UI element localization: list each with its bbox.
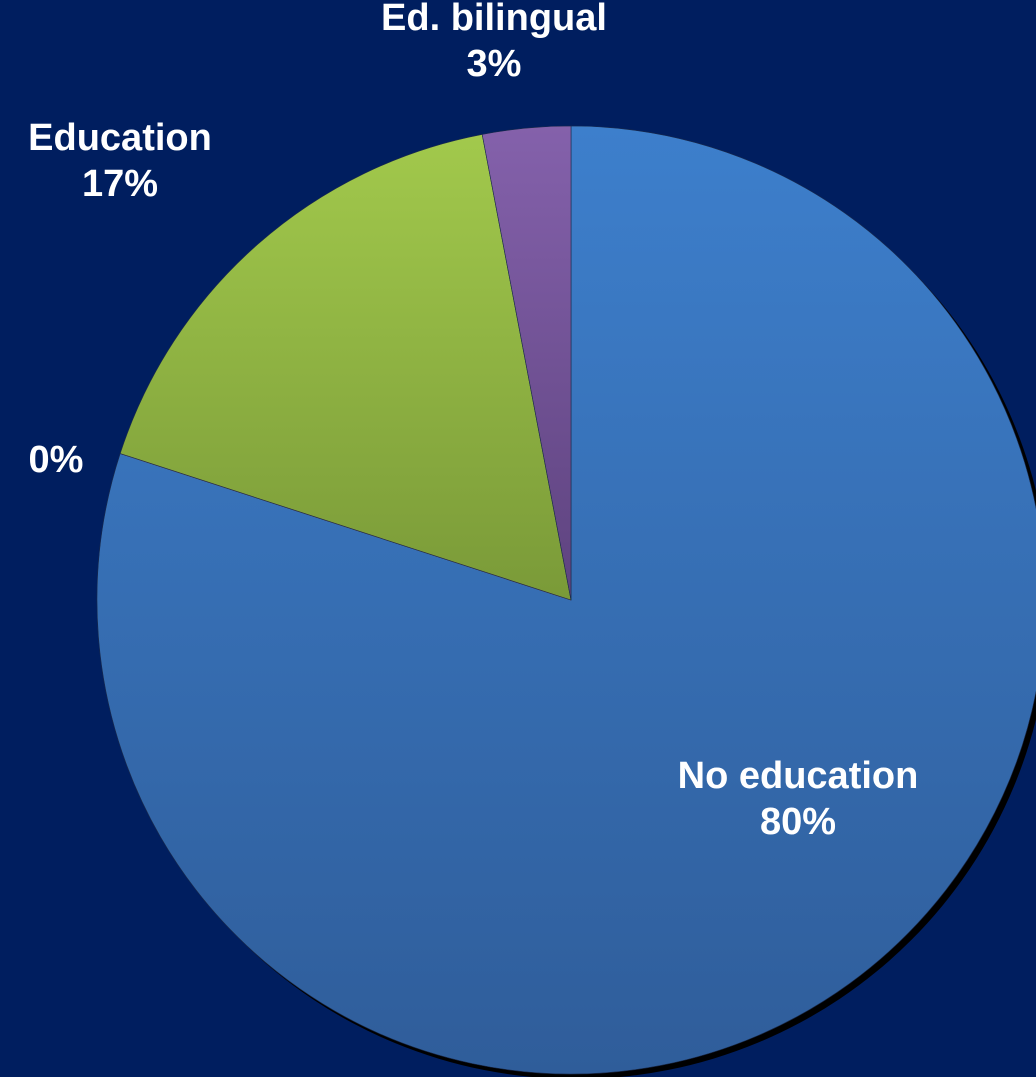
pie-label-ed-bilingual: Ed. bilingual 3% [381, 0, 607, 85]
pie-label-percent: 3% [467, 43, 522, 85]
pie-slice-no-education [96, 125, 1036, 1075]
pie-label-percent: 17% [82, 163, 158, 205]
pie-label-slice-1: 0% [29, 439, 84, 481]
pie-label-category: Ed. bilingual [381, 0, 607, 39]
pie-label-percent: 80% [760, 801, 836, 843]
pie-slice-education [119, 134, 572, 601]
pie-label-education: Education 17% [28, 117, 212, 205]
pie-slice-ed-bilingual [481, 125, 572, 601]
pie-label-category: No education [678, 755, 919, 797]
pie-label-percent: 0% [29, 439, 84, 481]
pie-label-no-education: No education 80% [678, 755, 919, 843]
pie-label-category: Education [28, 117, 212, 159]
pie-slices [96, 125, 1036, 1075]
pie-labels: No education 80% 0% Education 17% Ed. bilingu… [28, 0, 918, 843]
